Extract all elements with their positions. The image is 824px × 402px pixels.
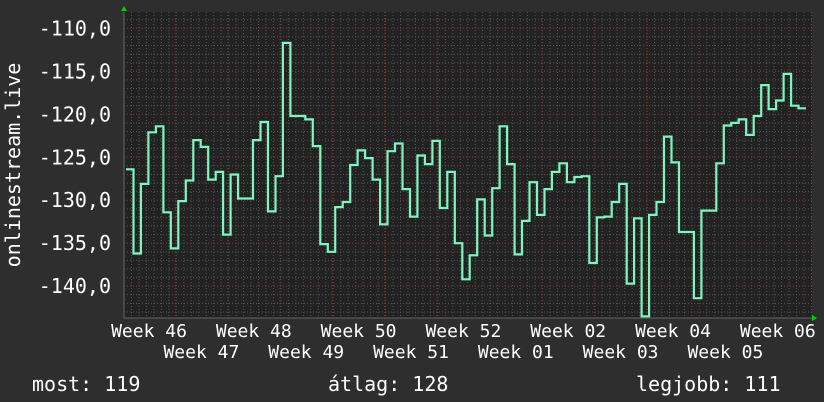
y-axis-label: onlinestream.live — [1, 63, 25, 268]
x-tick-label: Week 47 — [163, 342, 239, 363]
y-axis-arrow-icon — [121, 6, 127, 11]
x-tick-label: Week 51 — [373, 342, 449, 363]
y-tick-label: -110,0 — [39, 16, 111, 40]
x-tick-label: Week 05 — [687, 342, 763, 363]
y-tick-label: -115,0 — [39, 59, 111, 83]
best-value: legjobb: 111 — [636, 372, 781, 396]
x-tick-label: Week 01 — [478, 342, 554, 363]
current-value: most: 119 — [32, 372, 141, 396]
series-line — [126, 41, 806, 318]
y-tick-label: -120,0 — [39, 102, 111, 126]
y-tick-label: -130,0 — [39, 188, 111, 212]
y-tick-label: -125,0 — [39, 145, 111, 169]
average-value: átlag: 128 — [328, 372, 449, 396]
x-tick-label: Week 49 — [268, 342, 344, 363]
x-tick-label: Week 48 — [216, 321, 292, 342]
x-tick-label: Week 03 — [583, 342, 659, 363]
y-tick-label: -135,0 — [39, 231, 111, 255]
x-tick-label: Week 50 — [321, 321, 397, 342]
x-tick-label: Week 46 — [111, 321, 187, 342]
x-tick-label: Week 04 — [635, 321, 711, 342]
y-tick-label: -140,0 — [39, 274, 111, 298]
x-tick-label: Week 06 — [740, 321, 816, 342]
x-tick-label: Week 02 — [530, 321, 606, 342]
x-axis-arrow-icon — [812, 315, 817, 321]
x-tick-label: Week 52 — [425, 321, 501, 342]
